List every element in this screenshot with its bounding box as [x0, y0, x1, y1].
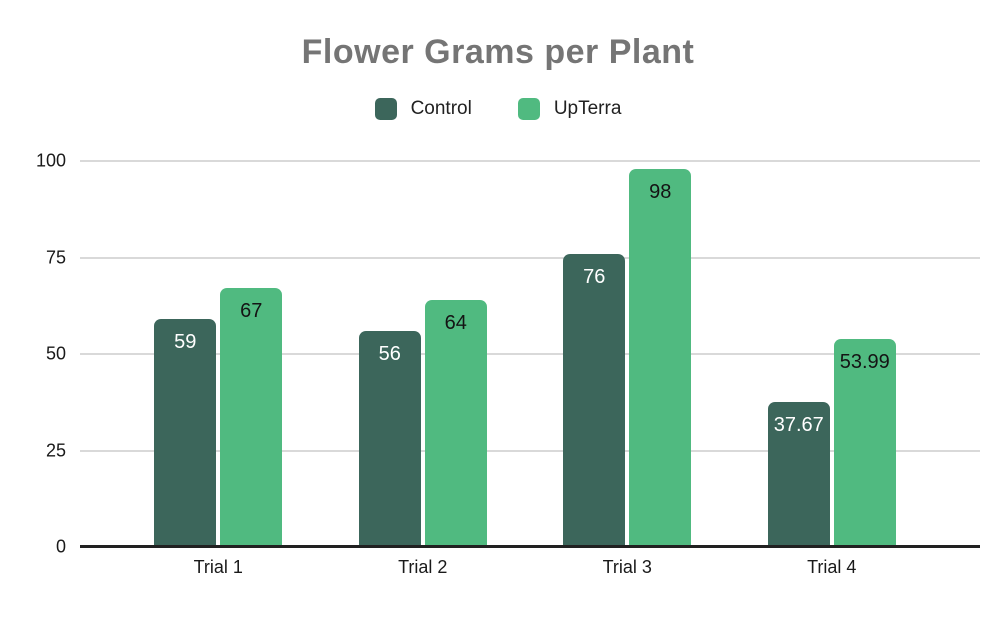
y-tick-label-50: 50	[45, 343, 66, 364]
x-tick-label-trial-3: Trial 3	[602, 557, 652, 577]
control-series-swatch-icon	[374, 98, 397, 120]
bar-control-trial-4: 37.67	[767, 401, 830, 547]
bar-group-trial-2: 56 64	[321, 161, 526, 547]
bar-upterra-trial-3: 98	[629, 168, 692, 547]
plot-area: 59 67 56 64 76 98 37.67 53.99	[80, 160, 980, 548]
x-axis-baseline	[80, 545, 980, 548]
bar-upterra-trial-4: 53.99	[833, 338, 896, 547]
y-axis: 0 25 50 75 100	[0, 151, 66, 557]
legend-label-control: Control	[410, 98, 472, 119]
value-label-upterra-trial-1: 67	[240, 300, 263, 323]
bar-groups: 59 67 56 64 76 98 37.67 53.99	[116, 161, 934, 547]
legend-label-upterra: UpTerra	[553, 98, 622, 119]
bar-upterra-trial-2: 64	[424, 299, 487, 547]
legend: Control UpTerra	[0, 98, 996, 120]
gridline-25	[80, 449, 980, 452]
bar-control-trial-3: 76	[563, 253, 626, 547]
value-label-control-trial-2: 56	[378, 342, 401, 365]
value-label-upterra-trial-4: 53.99	[839, 350, 890, 373]
y-tick-label-25: 25	[45, 440, 66, 460]
bar-group-trial-4: 37.67 53.99	[730, 161, 935, 547]
value-label-control-trial-3: 76	[583, 265, 606, 288]
chart-title: Flower Grams per Plant	[301, 33, 695, 71]
legend-item-control: Control	[374, 98, 472, 120]
y-tick-label-0: 0	[55, 536, 66, 557]
x-axis-labels: Trial 1 Trial 2 Trial 3 Trial 4	[116, 557, 934, 578]
value-label-upterra-trial-2: 64	[444, 311, 467, 334]
bar-group-trial-1: 59 67	[116, 161, 321, 547]
x-tick-label-trial-2: Trial 2	[398, 557, 448, 577]
bar-upterra-trial-1: 67	[220, 288, 283, 547]
legend-item-upterra: UpTerra	[517, 98, 622, 120]
y-tick-label-75: 75	[45, 247, 66, 267]
gridline-100	[80, 160, 980, 162]
gridline-75	[80, 256, 980, 259]
bar-group-trial-3: 76 98	[525, 161, 730, 547]
value-label-upterra-trial-3: 98	[649, 180, 672, 203]
y-tick-label-100: 100	[35, 150, 66, 171]
x-tick-label-trial-1: Trial 1	[193, 557, 243, 577]
upterra-series-swatch-icon	[517, 98, 540, 120]
gridline-50	[80, 353, 980, 355]
bar-control-trial-2: 56	[358, 330, 421, 547]
x-axis: Trial 1 Trial 2 Trial 3 Trial 4	[80, 557, 980, 578]
value-label-control-trial-1: 59	[174, 331, 197, 354]
x-tick-label-trial-4: Trial 4	[807, 557, 857, 577]
bar-control-trial-1: 59	[154, 319, 217, 547]
value-label-control-trial-4: 37.67	[773, 413, 824, 436]
